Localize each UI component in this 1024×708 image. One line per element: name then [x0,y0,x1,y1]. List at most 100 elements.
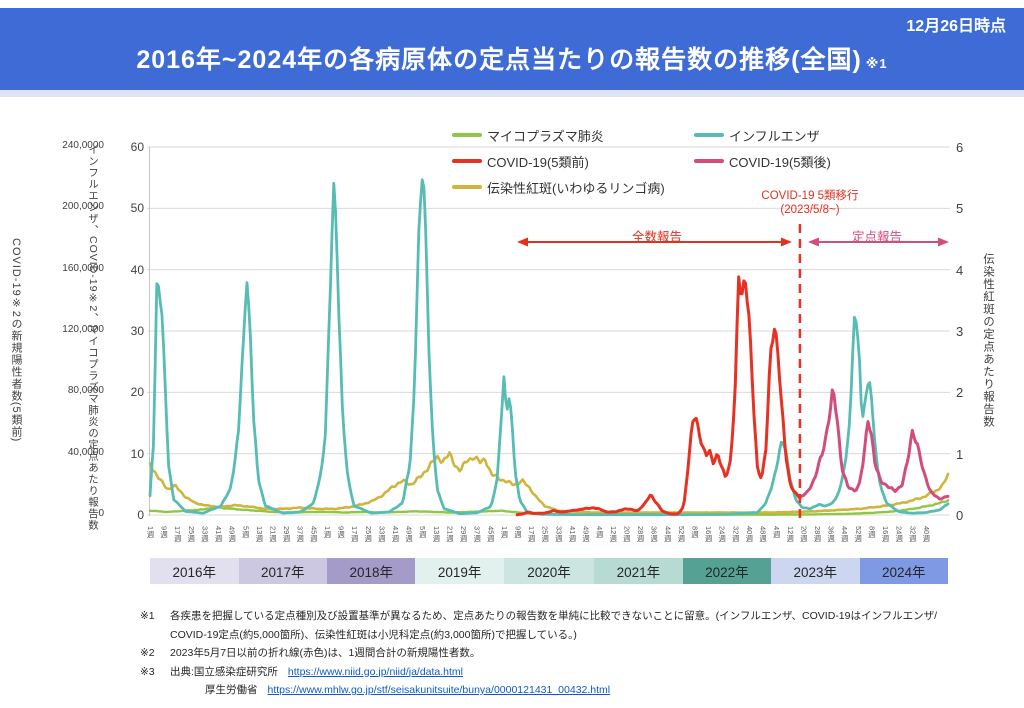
left-outer-tick-120,0000: 120,0000 [62,324,104,335]
left-outer-tick-160,0000: 160,0000 [62,262,104,274]
left-inner-tick-60: 60 [130,140,144,154]
page-title-note: ※1 [865,56,888,71]
year-band-2024年: 2024年 [859,558,948,584]
x-tick-2021年-4週: 4週 [595,526,605,538]
annotation-covid-class-transition: COVID-19 5類移行 (2023/5/8~) [720,190,900,217]
legend-swatch-icon [452,133,482,137]
legend-item-伝染性紅斑(いわゆるリンゴ病): 伝染性紅斑(いわゆるリンゴ病) [452,174,665,200]
x-tick-2021年-12週: 12週 [608,526,618,542]
x-tick-2021年-36週: 36週 [649,526,659,542]
legend-label: 伝染性紅斑(いわゆるリンゴ病) [487,180,665,196]
x-tick-2024年-16週: 16週 [881,526,890,542]
x-tick-2022年-48週: 48週 [758,526,768,542]
year-band-2021年: 2021年 [594,558,683,584]
legend-label: マイコプラズマ肺炎 [487,128,604,144]
x-tick-2023年-4週: 4週 [772,526,782,538]
year-band-2016年: 2016年 [150,558,239,584]
header-banner [0,8,1024,90]
footnote-3-line-2: 厚生労働省 https://www.mhlw.go.jp/stf/seisakun… [205,684,611,696]
x-tick-2018年-41週: 41週 [391,526,400,542]
legend-item-インフルエンザ: インフルエンザ [694,122,831,148]
right-tick-3: 3 [956,324,964,339]
axis-label-covid-left: COVID-19※2の新規陽性者数(5類前) [10,237,22,443]
year-band-2020年: 2020年 [503,558,595,584]
left-inner-tick-20: 20 [130,385,144,400]
series-line-COVID-19(5類後) [798,388,950,501]
x-tick-2020年-41週: 41週 [568,526,577,542]
footnote-1-marker: ※1 [140,610,155,622]
x-tick-2019年-5週: 5週 [418,526,428,538]
x-tick-2023年-20週: 20週 [799,526,809,542]
legend-label: インフルエンザ [729,128,820,144]
x-tick-2022年-8週: 8週 [690,526,700,538]
legend-label: COVID-19(5類前) [487,154,589,170]
right-tick-2: 2 [956,385,964,401]
left-outer-tick-240,0000: 240,0000 [62,140,104,151]
footnote-2: ※2 2023年5月7日以前の折れ線(赤色)は、1週間合計の新規陽性者数。 [140,644,1010,663]
x-tick-2016年-25週: 25週 [186,526,196,542]
x-tick-2021年-52週: 52週 [676,526,686,542]
zensu-arrow-left-arrowhead-icon [517,237,528,247]
year-band-2019年: 2019年 [415,558,504,584]
x-tick-2018年-25週: 25週 [363,526,373,542]
x-tick-2020年-1週: 1週 [499,526,509,538]
page-title-text: 2016年~2024年の各病原体の定点当たりの報告数の推移(全国) [136,46,862,74]
x-tick-2023年-52週: 52週 [853,526,863,542]
x-tick-2022年-16週: 16週 [704,526,714,542]
x-tick-2023年-12週: 12週 [785,526,795,542]
x-tick-2017年-37週: 37週 [295,526,305,542]
x-tick-2020年-49週: 49週 [581,526,591,542]
x-tick-2016年-17週: 17週 [173,526,183,542]
x-tick-2017年-21週: 21週 [268,526,278,542]
x-tick-2023年-44週: 44週 [840,526,850,542]
year-band-2022年: 2022年 [682,558,772,584]
page-title: 2016年~2024年の各病原体の定点当たりの報告数の推移(全国) ※1 [0,40,1024,76]
series-line-COVID-19(5類前) [515,275,802,517]
legend-swatch-icon [452,159,482,163]
x-tick-2018年-9週: 9週 [336,526,346,538]
left-inner-tick-30: 30 [130,324,144,338]
series-line-伝染性紅斑(いわゆるリンゴ病) [148,451,950,514]
x-tick-2021年-44週: 44週 [663,526,673,542]
x-tick-2019年-37週: 37週 [472,526,482,542]
x-tick-2021年-28週: 28週 [636,526,645,542]
left-outer-tick-0: 0 [98,508,104,519]
date-note: 12月26日時点 [906,18,1006,35]
x-tick-2023年-36週: 36週 [826,526,836,542]
right-tick-5: 5 [956,201,964,217]
transition-line2: (2023/5/8~) [780,203,840,216]
x-tick-2021年-20週: 20週 [622,526,632,542]
x-tick-2016年-41週: 41週 [214,526,224,542]
x-tick-2019年-21週: 21週 [445,526,455,542]
footnotes: ※1 各疾患を把握している定点種別及び設置基準が異なるため、定点あたりの報告数を単… [140,607,1010,700]
legend-swatch-icon [452,185,482,189]
x-tick-2022年-40週: 40週 [744,526,754,542]
x-tick-2024年-32週: 32週 [908,526,918,542]
x-tick-2020年-17週: 17週 [527,526,537,542]
x-tick-2020年-9週: 9週 [513,526,523,538]
axis-label-sentinel-left: インフルエンザ、COVID-19※2、マイコプラズマ肺炎の定点あたり報告数 [87,144,99,531]
axis-label-parvo-right: 伝染性紅斑の定点あたり報告数 [982,252,994,428]
niid-link[interactable]: https://www.niid.go.jp/niid/ja/data.html [287,665,464,678]
right-tick-6: 6 [956,140,964,155]
legend-column-2: インフルエンザ COVID-19(5類後) [694,122,831,174]
x-tick-2023年-28週: 28週 [813,526,822,542]
x-tick-2020年-25週: 25週 [540,526,550,542]
x-tick-2018年-17週: 17週 [350,526,360,542]
annotation-zensu-houkoku: 全数報告 [631,230,682,244]
x-tick-2017年-29週: 29週 [282,526,292,542]
x-tick-2019年-13週: 13週 [431,526,441,542]
footnote-3-marker: ※3 [140,665,155,678]
teiten-arrow-left-arrowhead-icon [807,237,819,247]
year-band-2018年: 2018年 [327,558,416,584]
x-tick-2024年-24週: 24週 [894,526,904,542]
left-outer-tick-200,0000: 200,0000 [62,201,104,213]
x-tick-2024年-8週: 8週 [867,526,877,538]
zensu-arrow-right-arrowhead-icon [780,237,792,247]
legend-column-1: マイコプラズマ肺炎 COVID-19(5類前) 伝染性紅斑(いわゆるリンゴ病) [452,122,665,200]
mhlw-link[interactable]: https://www.mhlw.go.jp/stf/seisakunitsui… [267,684,611,696]
x-tick-2017年-5週: 5週 [241,526,251,538]
x-tick-2024年-40週: 40週 [921,526,931,542]
series-line-マイコプラズマ肺炎 [148,499,950,516]
